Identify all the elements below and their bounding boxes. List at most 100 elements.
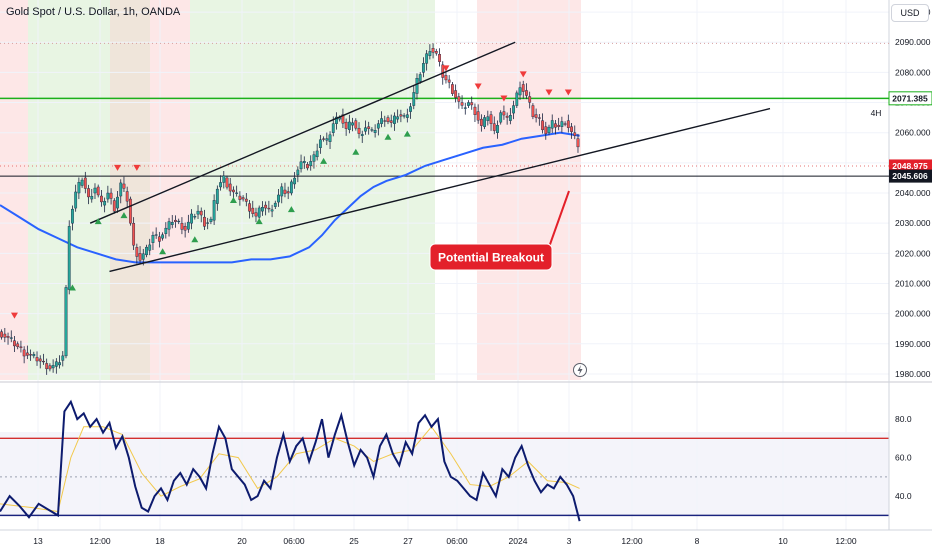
candle-body	[479, 118, 483, 126]
candle-body	[454, 90, 458, 98]
candle-body	[9, 337, 13, 339]
candle-body	[19, 346, 23, 348]
candle-body	[248, 203, 251, 212]
currency-button[interactable]: USD	[891, 4, 929, 22]
time-tick-label: 12:00	[621, 536, 643, 546]
price-axis[interactable]: 1980.000 1990.000 2000.000 2010.000 2020.000…	[895, 7, 931, 379]
trendlines[interactable]	[89, 41, 771, 273]
candle-body	[531, 105, 535, 117]
sell-arrow	[442, 65, 450, 72]
candle-body	[106, 192, 110, 200]
price-tick-label: 2060.000	[895, 128, 931, 138]
trendline	[109, 107, 771, 273]
candle-body	[167, 221, 171, 230]
candle-body	[22, 349, 26, 357]
candle-body	[518, 87, 522, 96]
candle-body	[486, 116, 490, 121]
candle-body	[241, 197, 245, 200]
buy-arrow	[352, 148, 360, 155]
candle-body	[409, 106, 412, 112]
candle-body	[537, 117, 541, 119]
candle-body	[138, 253, 142, 261]
candle-body	[154, 234, 158, 236]
buy-arrow	[94, 218, 102, 225]
candle-body	[525, 90, 528, 96]
candle-body	[273, 202, 277, 207]
time-tick-label: 10	[778, 536, 788, 546]
time-tick-label: 06:00	[446, 536, 468, 546]
candle-body	[318, 139, 322, 148]
buy-arrow	[191, 236, 199, 243]
lightning-icon[interactable]	[573, 363, 587, 377]
time-axis[interactable]: 13 12:00 18 20 06:00 25 27 06:00 2024 3 12:00 8 10 12…	[33, 536, 857, 546]
candle-body	[264, 204, 268, 209]
candle-body	[422, 63, 425, 73]
candle-body	[87, 188, 90, 198]
candle-body	[393, 115, 396, 124]
candle-body	[35, 357, 39, 362]
candle-body	[425, 53, 429, 64]
candle-body	[483, 117, 486, 127]
candle-body	[32, 354, 36, 357]
buy-arrow	[287, 206, 295, 213]
rsi-panel	[0, 399, 581, 522]
price-tick-label: 1980.000	[895, 369, 931, 379]
candle-body	[71, 208, 74, 224]
candle-body	[444, 75, 448, 81]
price-label-box	[888, 91, 932, 106]
candle-body	[573, 132, 577, 136]
candle-body	[25, 352, 29, 356]
price-label: 2048.975	[892, 161, 928, 171]
candle-body	[563, 123, 567, 125]
candle-body	[13, 340, 16, 347]
candle-body	[100, 195, 103, 203]
rsi-axis[interactable]: 40.0 60.0 80.0	[895, 414, 912, 501]
candle-body	[515, 92, 519, 106]
price-tick-label: 1990.000	[895, 339, 931, 349]
time-tick-label: 3	[567, 536, 572, 546]
candle-body	[128, 198, 132, 224]
candle-body	[502, 111, 506, 116]
price-tick-label: 2030.000	[895, 218, 931, 228]
candle-body	[428, 51, 432, 56]
candle-body	[447, 79, 451, 83]
candle-body	[203, 216, 206, 227]
sell-arrow	[545, 89, 553, 96]
breakout-callout[interactable]: Potential Breakout	[429, 190, 570, 271]
rsi-line	[0, 399, 581, 522]
candle-body	[557, 124, 561, 127]
candle-body	[6, 336, 10, 338]
candle-body	[125, 191, 129, 202]
candle-body	[232, 189, 235, 193]
candle-body	[351, 122, 354, 126]
candle-body	[3, 333, 7, 338]
candle-body	[132, 222, 136, 246]
price-label-box	[889, 169, 932, 183]
price-tick-label: 2010.000	[895, 278, 931, 288]
candle-body	[521, 84, 525, 92]
candle-body	[180, 222, 184, 230]
candle-body	[463, 107, 467, 109]
candle-body	[141, 253, 145, 260]
candle-body	[306, 164, 309, 169]
symbol-title[interactable]: Gold Spot / U.S. Dollar, 1h, OANDA	[6, 6, 181, 18]
candle-body	[470, 102, 474, 106]
candle-body	[186, 221, 190, 230]
candle-body	[277, 194, 280, 203]
horizontal-levels	[0, 42, 889, 177]
candle-body	[103, 200, 107, 206]
candle-body	[489, 114, 493, 124]
candle-body	[51, 365, 55, 369]
candle-body	[228, 183, 232, 192]
candle-body	[64, 287, 68, 357]
candle-body	[508, 115, 512, 121]
candle-body	[151, 235, 155, 243]
rsi-tick-label: 60.0	[895, 453, 912, 463]
rsi-grid	[0, 437, 889, 517]
price-tick-label: 2040.000	[895, 188, 931, 198]
candle-body	[415, 78, 419, 94]
price-label-box	[889, 159, 932, 173]
moving-average	[0, 131, 580, 264]
candle-body	[309, 161, 313, 167]
